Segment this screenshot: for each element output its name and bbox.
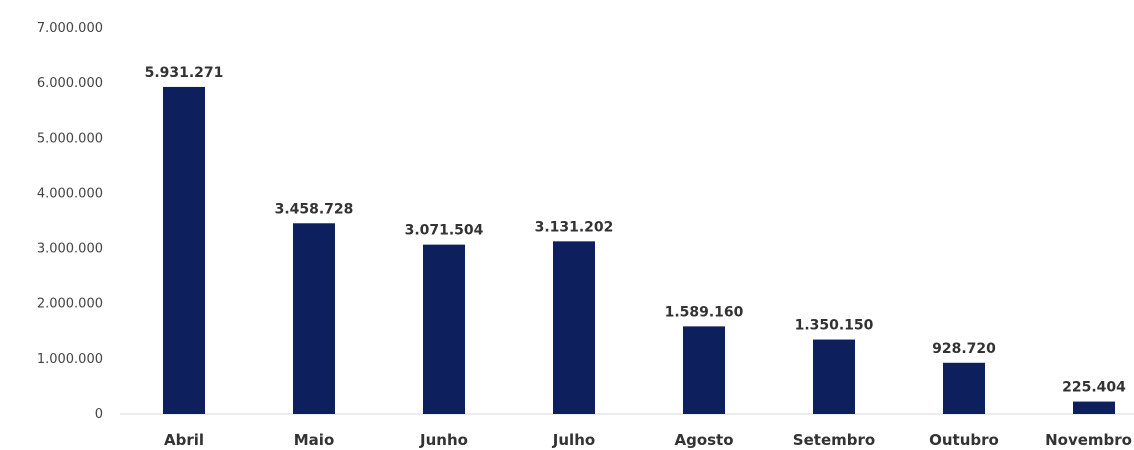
x-axis: Abril Maio Junho Julho Agosto Setembro Outubro…: [164, 431, 1132, 449]
y-tick-label: 7.000.000: [37, 21, 103, 36]
data-label-maio: 3.458.728: [275, 201, 354, 217]
bar-setembro: [813, 339, 855, 414]
y-tick-label: 0: [95, 407, 103, 422]
y-tick-label: 1.000.000: [37, 352, 103, 367]
category-label-julho: Julho: [552, 431, 595, 449]
data-label-julho: 3.131.202: [535, 219, 614, 235]
category-label-outubro: Outubro: [929, 431, 999, 449]
category-label-agosto: Agosto: [674, 431, 733, 449]
bar-outubro: [943, 362, 985, 414]
data-label-agosto: 1.589.160: [665, 304, 744, 320]
data-label-junho: 3.071.504: [405, 223, 484, 239]
category-label-maio: Maio: [294, 431, 335, 449]
bar-maio: [293, 223, 335, 414]
bar-julho: [553, 241, 595, 414]
data-labels: 5.931.271 3.458.728 3.071.504 3.131.202 1.58…: [145, 65, 1127, 396]
category-label-setembro: Setembro: [793, 431, 875, 449]
data-label-setembro: 1.350.150: [795, 318, 874, 334]
bar-abril: [163, 86, 205, 414]
category-label-novembro: Novembro: [1045, 431, 1132, 449]
data-label-abril: 5.931.271: [145, 65, 224, 81]
y-axis: 0 1.000.000 2.000.000 3.000.000 4.000.000 5.0…: [37, 21, 103, 422]
bar-agosto: [683, 326, 725, 414]
data-label-novembro: 225.404: [1062, 380, 1126, 396]
y-tick-label: 3.000.000: [37, 242, 103, 257]
category-label-junho: Junho: [419, 431, 468, 449]
bar-junho: [423, 244, 465, 414]
bars: [163, 86, 1115, 414]
y-tick-label: 5.000.000: [37, 131, 103, 146]
category-label-abril: Abril: [164, 431, 204, 449]
bar-novembro: [1073, 401, 1115, 414]
data-label-outubro: 928.720: [932, 341, 996, 357]
y-tick-label: 2.000.000: [37, 297, 103, 312]
y-tick-label: 6.000.000: [37, 76, 103, 91]
y-tick-label: 4.000.000: [37, 186, 103, 201]
